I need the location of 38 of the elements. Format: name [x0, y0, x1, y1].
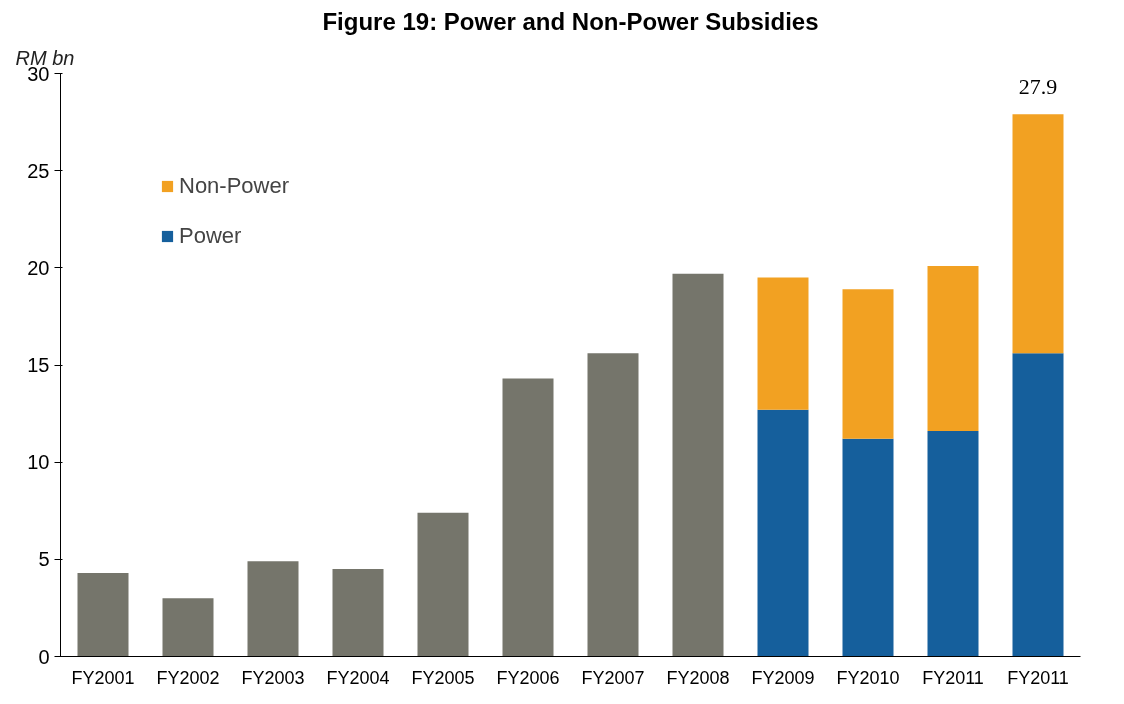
bar: [587, 353, 639, 657]
x-tick-label: FY2010: [836, 667, 900, 688]
bar: [842, 438, 894, 657]
bar: [672, 273, 724, 657]
x-tick-label: FY2007: [581, 667, 645, 688]
x-tick-label: FY2004: [326, 667, 390, 688]
bar: [927, 431, 979, 657]
bar: [247, 561, 299, 657]
bar: [757, 409, 809, 657]
x-tick-label: FY2001: [71, 667, 135, 688]
chart-title: Figure 19: Power and Non-Power Subsidies: [322, 7, 819, 35]
y-tick-label: 10: [27, 451, 50, 474]
legend-label: Non-Power: [179, 173, 290, 199]
bar: [842, 289, 894, 439]
bar: [417, 512, 469, 657]
x-tick-label: FY2011: [1007, 667, 1069, 688]
x-tick-label: FY2009: [751, 667, 815, 688]
bar: [332, 569, 384, 657]
bar: [927, 265, 979, 432]
total-label: 27.9: [1018, 74, 1058, 100]
y-tick-label: 0: [38, 645, 50, 668]
bar: [1012, 114, 1064, 354]
bar: [502, 378, 554, 657]
bar: [1012, 353, 1064, 657]
y-tick-label: 25: [27, 159, 50, 182]
x-tick-label: FY2008: [666, 667, 730, 688]
bar: [77, 572, 129, 657]
x-tick-label: FY2011: [922, 667, 984, 688]
bar: [757, 277, 809, 410]
y-tick-label: 5: [38, 548, 50, 571]
x-tick-label: FY2006: [496, 667, 560, 688]
x-tick-label: FY2005: [411, 667, 475, 688]
legend-label: Power: [179, 223, 242, 249]
x-tick-label: FY2002: [156, 667, 220, 688]
bar: [162, 598, 214, 657]
y-tick-label: 15: [27, 354, 50, 376]
y-tick-label: 20: [27, 256, 50, 279]
x-tick-label: FY2003: [241, 667, 305, 688]
